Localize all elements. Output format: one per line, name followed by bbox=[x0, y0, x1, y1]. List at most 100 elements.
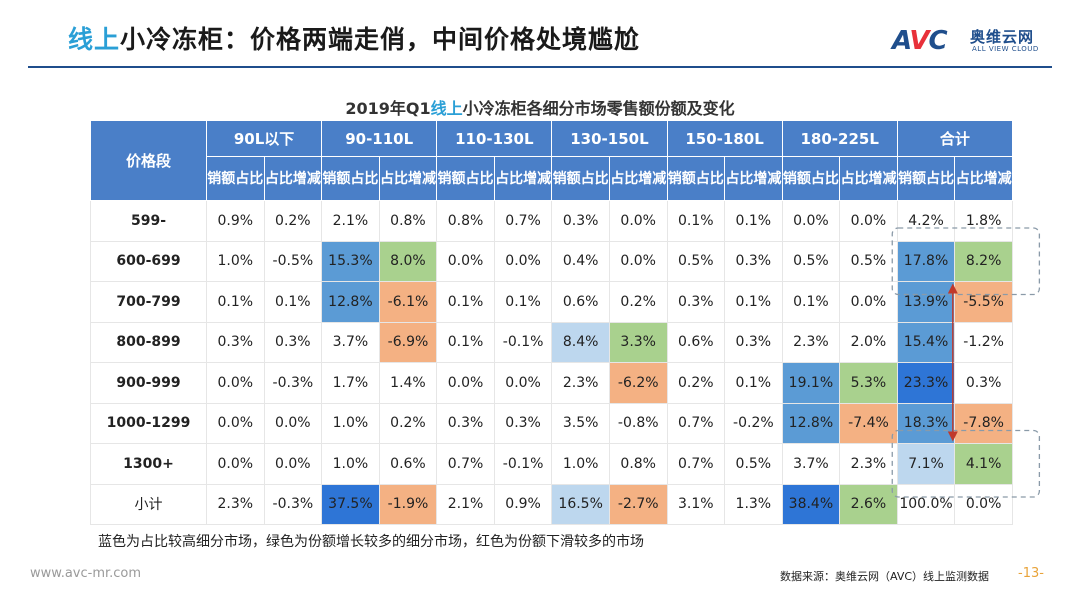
data-cell: 0.0% bbox=[206, 443, 265, 485]
data-cell: -1.9% bbox=[378, 483, 438, 525]
data-cell: 8.2% bbox=[954, 240, 1013, 282]
data-cell: 3.7% bbox=[781, 443, 841, 485]
data-cell: 12.8% bbox=[321, 281, 380, 323]
table-row: 1300+ 0.0% 0.0% 1.0% 0.6% 0.7% -0.1% 1.0% 0.8% 0.… bbox=[90, 443, 1013, 485]
data-cell: 0.2% bbox=[378, 402, 438, 444]
data-cell: 3.1% bbox=[666, 483, 726, 525]
data-cell: -1.2% bbox=[954, 321, 1013, 363]
data-cell: 0.0% bbox=[839, 200, 898, 242]
footer-url: www.avc-mr.com bbox=[30, 566, 142, 581]
data-cell: -0.3% bbox=[263, 362, 323, 404]
data-cell: 1.3% bbox=[724, 483, 783, 525]
data-cell: 12.8% bbox=[781, 402, 841, 444]
group-header: 90-110L bbox=[321, 120, 438, 157]
avc-logo: AVC 奥维云网 ALL VIEW CLOUD bbox=[892, 26, 1062, 56]
page-title: 线上小冷冻柜：价格两端走俏，中间价格处境尴尬 bbox=[68, 25, 641, 54]
data-cell: -0.1% bbox=[493, 443, 553, 485]
data-cell: 0.1% bbox=[724, 200, 783, 242]
data-cell: 0.0% bbox=[954, 483, 1013, 525]
table-row: 800-899 0.3% 0.3% 3.7% -6.9% 0.1% -0.1% 8.4% 3.3… bbox=[90, 321, 1013, 363]
data-cell: 0.1% bbox=[781, 281, 841, 323]
data-cell: 0.7% bbox=[666, 402, 726, 444]
data-cell: 5.3% bbox=[839, 362, 898, 404]
data-cell: 0.2% bbox=[263, 200, 323, 242]
data-cell: 2.0% bbox=[839, 321, 898, 363]
data-cell: 23.3% bbox=[896, 362, 956, 404]
data-cell: 0.8% bbox=[378, 200, 438, 242]
avc-logo-mark: AVC bbox=[892, 26, 948, 56]
page-number: -13- bbox=[1018, 566, 1044, 581]
table-title: 2019年Q1线上小冷冻柜各细分市场零售额份额及变化 bbox=[345, 99, 735, 118]
table-row: 700-799 0.1% 0.1% 12.8% -6.1% 0.1% 0.1% 0.6% 0.2… bbox=[90, 281, 1013, 323]
data-cell: 0.7% bbox=[666, 443, 726, 485]
subheader-share: 销额占比 bbox=[666, 156, 726, 201]
data-cell: 0.1% bbox=[724, 281, 783, 323]
group-header: 180-225L bbox=[781, 120, 898, 157]
data-cell: 2.1% bbox=[436, 483, 495, 525]
legend-note: 蓝色为占比较高细分市场，绿色为份额增长较多的细分市场，红色为份额下滑较多的市场 bbox=[98, 534, 644, 550]
subheader-change: 占比增减 bbox=[378, 156, 438, 201]
data-cell: 1.0% bbox=[206, 240, 265, 282]
data-cell: 2.3% bbox=[551, 362, 610, 404]
data-cell: 0.5% bbox=[839, 240, 898, 282]
data-cell: 0.3% bbox=[724, 321, 783, 363]
data-cell: 0.0% bbox=[206, 402, 265, 444]
data-cell: 0.6% bbox=[378, 443, 438, 485]
subheader-change: 占比增减 bbox=[954, 156, 1013, 201]
data-cell: 0.3% bbox=[666, 281, 726, 323]
data-cell: 17.8% bbox=[896, 240, 956, 282]
data-cell: 4.1% bbox=[954, 443, 1013, 485]
data-cell: 2.3% bbox=[839, 443, 898, 485]
subheader-share: 销额占比 bbox=[436, 156, 495, 201]
data-cell: 0.6% bbox=[666, 321, 726, 363]
price-segment: 700-799 bbox=[90, 281, 207, 323]
data-cell: -0.2% bbox=[724, 402, 783, 444]
subheader-share: 销额占比 bbox=[896, 156, 956, 201]
group-header: 150-180L bbox=[666, 120, 783, 157]
data-cell: 1.0% bbox=[321, 443, 380, 485]
data-cell: 0.8% bbox=[608, 443, 668, 485]
data-cell: 19.1% bbox=[781, 362, 841, 404]
data-cell: 0.0% bbox=[839, 281, 898, 323]
group-header: 110-130L bbox=[436, 120, 553, 157]
table-row: 小计 2.3% -0.3% 37.5% -1.9% 2.1% 0.9% 16.5% -2.7% 3… bbox=[90, 483, 1013, 525]
data-cell: 0.8% bbox=[436, 200, 495, 242]
data-cell: -0.5% bbox=[263, 240, 323, 282]
data-cell: 2.3% bbox=[206, 483, 265, 525]
data-cell: -0.1% bbox=[493, 321, 553, 363]
data-cell: 0.0% bbox=[781, 200, 841, 242]
price-segment: 800-899 bbox=[90, 321, 207, 363]
avc-logo-tagline: ALL VIEW CLOUD bbox=[972, 45, 1039, 53]
data-cell: 0.0% bbox=[608, 240, 668, 282]
data-cell: 1.4% bbox=[378, 362, 438, 404]
data-cell: 0.0% bbox=[436, 362, 495, 404]
data-cell: 3.7% bbox=[321, 321, 380, 363]
subheader-share: 销额占比 bbox=[551, 156, 610, 201]
data-cell: -7.8% bbox=[954, 402, 1013, 444]
data-cell: 0.0% bbox=[493, 362, 553, 404]
data-cell: 0.0% bbox=[608, 200, 668, 242]
slide-header: 线上小冷冻柜：价格两端走俏，中间价格处境尴尬 AVC 奥维云网 ALL VIEW… bbox=[0, 0, 1080, 70]
data-cell: 0.5% bbox=[781, 240, 841, 282]
data-cell: 8.0% bbox=[378, 240, 438, 282]
data-cell: 0.9% bbox=[493, 483, 553, 525]
subheader-change: 占比增减 bbox=[724, 156, 783, 201]
data-cell: 0.1% bbox=[436, 321, 495, 363]
group-header: 90L以下 bbox=[205, 120, 323, 157]
data-cell: 2.3% bbox=[781, 321, 841, 363]
data-cell: 0.9% bbox=[206, 200, 265, 242]
data-cell: 0.7% bbox=[436, 443, 495, 485]
subheader-change: 占比增减 bbox=[493, 156, 553, 201]
data-cell: -2.7% bbox=[608, 483, 668, 525]
data-cell: 3.3% bbox=[608, 321, 668, 363]
price-segment: 1300+ bbox=[90, 443, 207, 485]
data-cell: 15.3% bbox=[321, 240, 380, 282]
data-cell: 0.2% bbox=[666, 362, 726, 404]
data-cell: 0.2% bbox=[608, 281, 668, 323]
data-cell: 18.3% bbox=[896, 402, 956, 444]
data-cell: 0.0% bbox=[263, 402, 323, 444]
data-cell: 7.1% bbox=[896, 443, 956, 485]
data-cell: 0.3% bbox=[436, 402, 495, 444]
header-divider bbox=[28, 66, 1052, 68]
data-cell: 100.0% bbox=[896, 483, 956, 525]
